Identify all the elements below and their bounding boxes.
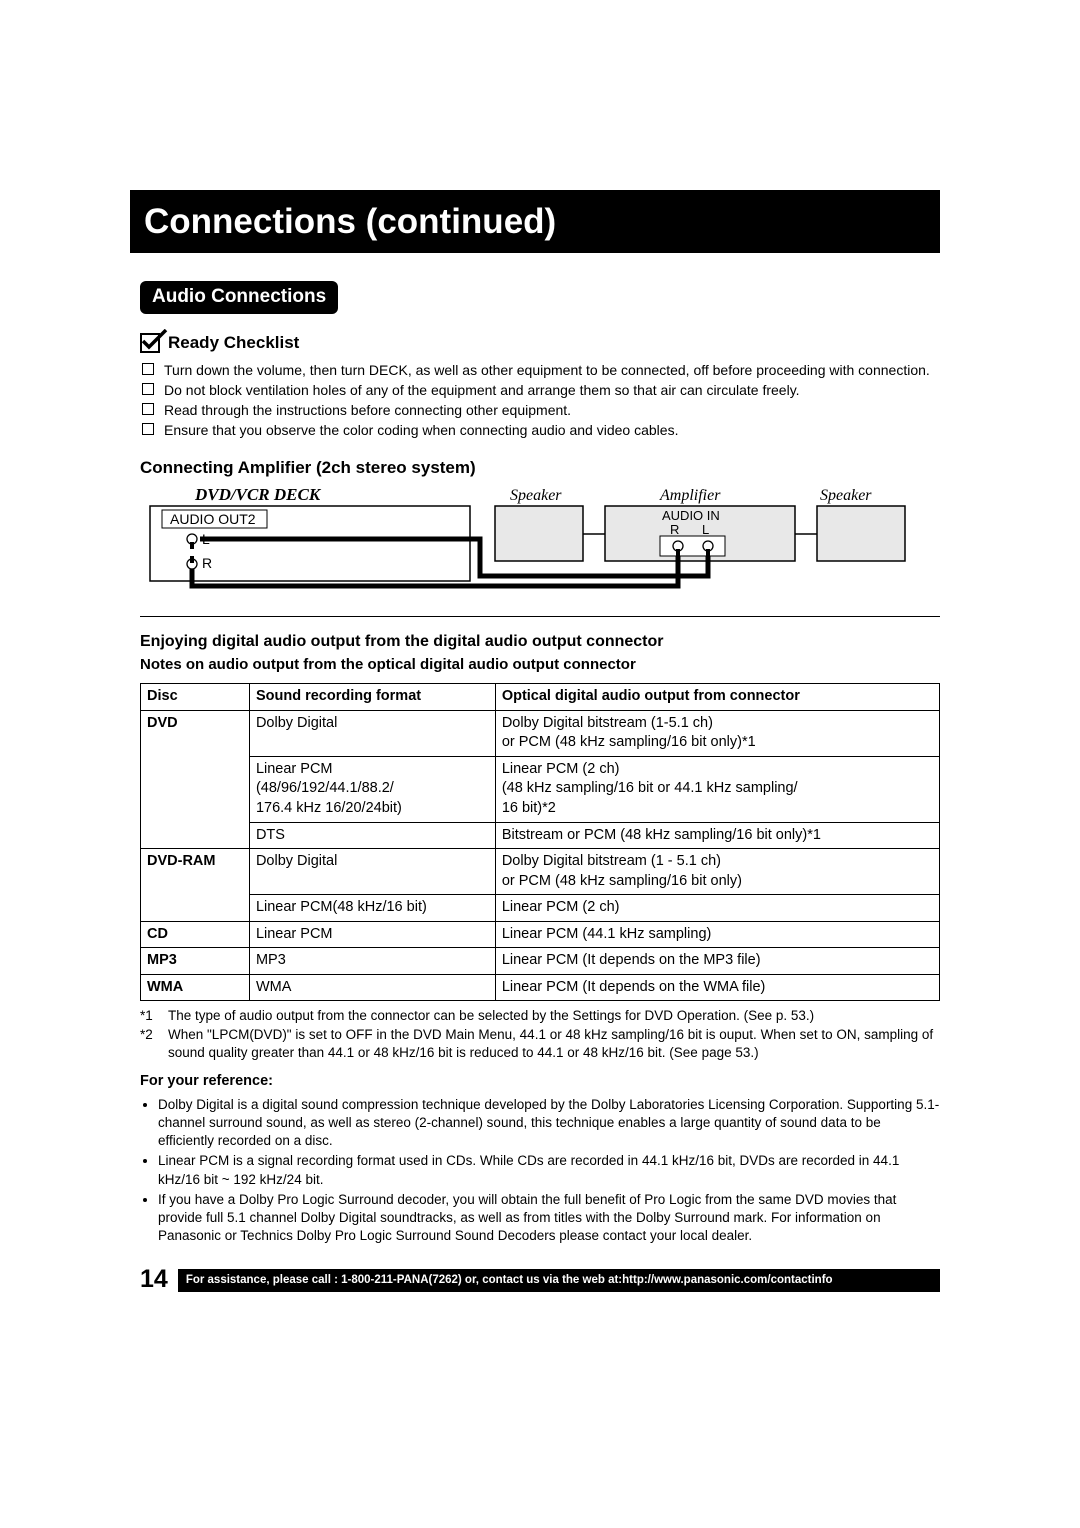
- disc-cell: CD: [141, 921, 250, 948]
- ready-checklist-heading: Ready Checklist: [140, 332, 940, 355]
- output-cell: Bitstream or PCM (48 kHz sampling/16 bit…: [495, 822, 939, 849]
- checklist-item: Do not block ventilation holes of any of…: [164, 381, 940, 400]
- footnotes: *1 The type of audio output from the con…: [140, 1007, 940, 1062]
- output-cell: Linear PCM (It depends on the MP3 file): [495, 948, 939, 975]
- reference-bullet: Linear PCM is a signal recording format …: [158, 1152, 940, 1188]
- disc-cell: WMA: [141, 974, 250, 1001]
- col-output: Optical digital audio output from connec…: [495, 684, 939, 711]
- digital-audio-subtitle: Notes on audio output from the optical d…: [140, 655, 940, 675]
- section-divider: [140, 616, 940, 617]
- speaker-right-label: Speaker: [820, 487, 872, 504]
- table-row: DVD-RAMDolby DigitalDolby Digital bitstr…: [141, 849, 940, 895]
- footnote-text: The type of audio output from the connec…: [168, 1007, 814, 1025]
- format-cell: Dolby Digital: [249, 710, 495, 756]
- output-cell: Dolby Digital bitstream (1 - 5.1 ch) or …: [495, 849, 939, 895]
- table-row: WMAWMALinear PCM (It depends on the WMA …: [141, 974, 940, 1001]
- checklist-item: Ensure that you observe the color coding…: [164, 421, 940, 440]
- col-disc: Disc: [141, 684, 250, 711]
- format-cell: Dolby Digital: [249, 849, 495, 895]
- footnote-text: When "LPCM(DVD)" is set to OFF in the DV…: [168, 1026, 940, 1062]
- disc-cell: DVD-RAM: [141, 849, 250, 922]
- manual-page: Connections (continued) Audio Connection…: [0, 0, 1080, 1357]
- format-cell: Linear PCM: [249, 921, 495, 948]
- output-cell: Linear PCM (2 ch): [495, 895, 939, 922]
- footnote-ref: *1: [140, 1007, 162, 1025]
- r-label-1: R: [202, 555, 212, 571]
- checklist-heading-text: Ready Checklist: [168, 332, 299, 355]
- reference-bullet: Dolby Digital is a digital sound compres…: [158, 1096, 940, 1151]
- format-cell: Linear PCM(48 kHz/16 bit): [249, 895, 495, 922]
- format-cell: MP3: [249, 948, 495, 975]
- table-row: Linear PCM(48 kHz/16 bit)Linear PCM (2 c…: [141, 895, 940, 922]
- page-title: Connections (continued): [130, 190, 940, 253]
- audio-output-table: Disc Sound recording format Optical digi…: [140, 683, 940, 1001]
- r-label-2: R: [670, 522, 679, 537]
- footnote-ref: *2: [140, 1026, 162, 1062]
- format-cell: WMA: [249, 974, 495, 1001]
- amplifier-heading: Connecting Amplifier (2ch stereo system): [140, 457, 940, 480]
- disc-cell: MP3: [141, 948, 250, 975]
- checklist-item: Turn down the volume, then turn DECK, as…: [164, 361, 940, 380]
- connection-diagram: DVD/VCR DECK Speaker Amplifier Speaker A…: [140, 486, 940, 596]
- col-format: Sound recording format: [249, 684, 495, 711]
- format-cell: Linear PCM (48/96/192/44.1/88.2/ 176.4 k…: [249, 756, 495, 822]
- amplifier-label: Amplifier: [659, 487, 721, 504]
- speaker-left-label: Speaker: [510, 487, 562, 504]
- checklist-item: Read through the instructions before con…: [164, 401, 940, 420]
- audio-out-label: AUDIO OUT2: [170, 511, 256, 527]
- l-label-2: L: [702, 522, 709, 537]
- output-cell: Linear PCM (44.1 kHz sampling): [495, 921, 939, 948]
- section-pill: Audio Connections: [140, 281, 338, 314]
- table-row: DTSBitstream or PCM (48 kHz sampling/16 …: [141, 822, 940, 849]
- checkmark-box-icon: [140, 333, 160, 353]
- audio-in-label: AUDIO IN: [662, 508, 720, 523]
- reference-bullet: If you have a Dolby Pro Logic Surround d…: [158, 1191, 940, 1246]
- page-footer: 14 For assistance, please call : 1-800-2…: [140, 1263, 940, 1297]
- assistance-bar: For assistance, please call : 1-800-211-…: [178, 1269, 940, 1293]
- table-row: DVDDolby DigitalDolby Digital bitstream …: [141, 710, 940, 756]
- output-cell: Linear PCM (2 ch) (48 kHz sampling/16 bi…: [495, 756, 939, 822]
- output-cell: Linear PCM (It depends on the WMA file): [495, 974, 939, 1001]
- page-number: 14: [140, 1263, 168, 1297]
- table-row: CDLinear PCMLinear PCM (44.1 kHz samplin…: [141, 921, 940, 948]
- deck-label: DVD/VCR DECK: [194, 486, 322, 504]
- disc-cell: DVD: [141, 710, 250, 848]
- digital-audio-title: Enjoying digital audio output from the d…: [140, 631, 940, 653]
- reference-heading: For your reference:: [140, 1072, 940, 1092]
- ready-checklist: Turn down the volume, then turn DECK, as…: [140, 361, 940, 440]
- table-row: MP3MP3Linear PCM (It depends on the MP3 …: [141, 948, 940, 975]
- table-row: Linear PCM (48/96/192/44.1/88.2/ 176.4 k…: [141, 756, 940, 822]
- format-cell: DTS: [249, 822, 495, 849]
- output-cell: Dolby Digital bitstream (1-5.1 ch) or PC…: [495, 710, 939, 756]
- reference-bullets: Dolby Digital is a digital sound compres…: [140, 1096, 940, 1246]
